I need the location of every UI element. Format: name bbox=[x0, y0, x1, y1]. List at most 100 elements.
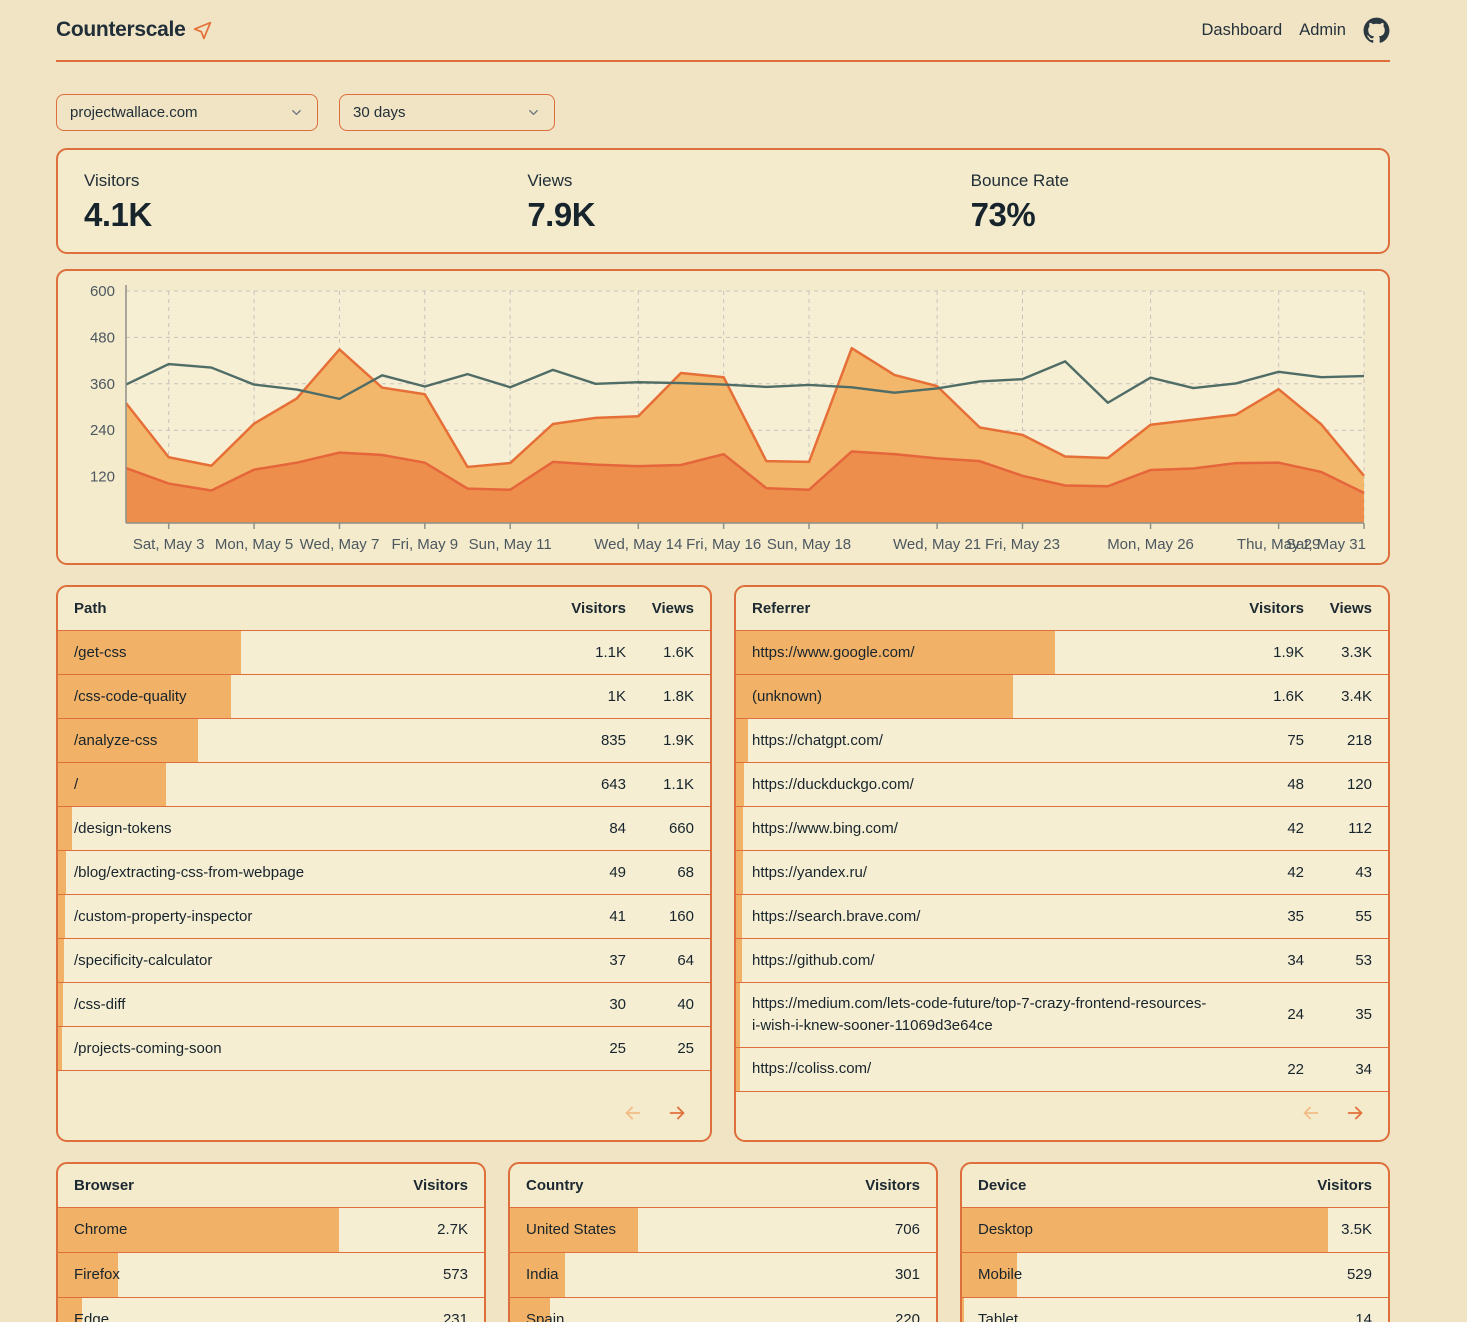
stat-views: Views 7.9K bbox=[501, 171, 944, 234]
visitors-area-stroke bbox=[125, 450, 1365, 494]
cursor-arrow-icon bbox=[192, 20, 213, 41]
nav-admin-link[interactable]: Admin bbox=[1299, 20, 1346, 39]
column-header-visitors: Visitors bbox=[865, 1176, 920, 1194]
row-visitors-value: 301 bbox=[894, 1266, 920, 1283]
row-views-value: 160 bbox=[668, 908, 694, 925]
value-bar bbox=[58, 851, 66, 894]
column-header-referrer: Referrer bbox=[752, 600, 811, 617]
breakdown-tables: Browser Visitors Chrome 2.7K Firefox 573 Edg… bbox=[56, 1161, 1390, 1322]
next-page-button[interactable] bbox=[1342, 1100, 1368, 1126]
row-label: United States bbox=[526, 1220, 617, 1238]
value-bar bbox=[58, 763, 166, 806]
table-row[interactable]: https://www.bing.com/42 112 bbox=[736, 807, 1388, 851]
row-label: Tablet bbox=[978, 1310, 1019, 1322]
y-axis-tick-label: 120 bbox=[90, 469, 115, 486]
stat-bounce-rate: Bounce Rate 73% bbox=[945, 171, 1388, 234]
table-row[interactable]: Desktop 3.5K bbox=[962, 1207, 1388, 1253]
value-bar bbox=[58, 1297, 82, 1322]
table-row[interactable]: /design-tokens 84 660 bbox=[58, 807, 710, 851]
y-axis-tick-label: 600 bbox=[90, 283, 115, 300]
referrer-table-body: https://www.google.com/1.9K 3.3K (unknown)… bbox=[736, 631, 1388, 1092]
value-bar bbox=[736, 807, 743, 850]
x-axis-tick-label: Sun, May 18 bbox=[767, 536, 851, 553]
table-row[interactable]: https://coliss.com/22 34 bbox=[736, 1047, 1388, 1092]
logo-text: Counterscale bbox=[56, 18, 186, 41]
row-views-value: 1.1K bbox=[663, 776, 694, 793]
y-axis-tick-label: 480 bbox=[90, 329, 115, 346]
stat-label: Views bbox=[527, 171, 573, 190]
table-row[interactable]: India 301 bbox=[510, 1252, 936, 1298]
table-row[interactable]: /specificity-calculator 37 64 bbox=[58, 939, 710, 983]
table-row[interactable]: https://medium.com/lets-code-future/top-… bbox=[736, 983, 1388, 1048]
row-visitors-value: 1.6K bbox=[1273, 688, 1304, 705]
value-bar bbox=[736, 983, 740, 1047]
date-range-select[interactable]: 30 days bbox=[339, 94, 555, 131]
row-label: Desktop bbox=[978, 1220, 1034, 1238]
row-label: https://duckduckgo.com/ bbox=[752, 775, 914, 793]
row-views-value: 35 bbox=[1355, 1006, 1372, 1024]
row-visitors-value: 25 bbox=[609, 1040, 626, 1057]
site-select[interactable]: projectwallace.com bbox=[56, 94, 318, 131]
value-bar bbox=[962, 1252, 1018, 1297]
x-axis-tick-label: Mon, May 5 bbox=[215, 536, 293, 553]
row-label: /design-tokens bbox=[74, 819, 172, 837]
value-bar bbox=[510, 1297, 550, 1322]
value-bar bbox=[962, 1207, 1329, 1252]
table-row[interactable]: https://www.google.com/1.9K 3.3K bbox=[736, 631, 1388, 675]
nav-dashboard-link[interactable]: Dashboard bbox=[1201, 20, 1283, 39]
previous-page-button[interactable] bbox=[1298, 1100, 1324, 1126]
table-row[interactable]: /css-code-quality 1K 1.8K bbox=[58, 675, 710, 719]
row-label: (unknown) bbox=[752, 687, 823, 705]
device-table-card: Device Visitors Desktop 3.5K Mobile 529 Tabl… bbox=[960, 1161, 1390, 1322]
table-row[interactable]: https://duckduckgo.com/48 120 bbox=[736, 763, 1388, 807]
table-row[interactable]: /get-css 1.1K 1.6K bbox=[58, 631, 710, 675]
table-row[interactable]: / 643 1.1K bbox=[58, 763, 710, 807]
table-row[interactable]: Chrome 2.7K bbox=[58, 1207, 484, 1253]
table-row[interactable]: https://yandex.ru/42 43 bbox=[736, 851, 1388, 895]
github-link[interactable] bbox=[1363, 17, 1390, 44]
table-row[interactable]: https://github.com/34 53 bbox=[736, 939, 1388, 983]
table-row[interactable]: Tablet 14 bbox=[962, 1297, 1388, 1322]
row-views-value: 3.3K bbox=[1341, 644, 1372, 661]
table-row[interactable]: Spain 220 bbox=[510, 1297, 936, 1322]
next-page-button[interactable] bbox=[664, 1100, 690, 1126]
table-row[interactable]: United States 706 bbox=[510, 1207, 936, 1253]
chart-card: 120 240 360 480 600 Sat, May 3 Mon, May 5 Wed, … bbox=[56, 269, 1390, 565]
table-header: Browser Visitors bbox=[58, 1164, 484, 1208]
row-label: https://github.com/ bbox=[752, 951, 875, 969]
column-header-views: Views bbox=[1329, 600, 1372, 617]
table-row[interactable]: /projects-coming-soon 25 25 bbox=[58, 1027, 710, 1071]
table-row[interactable]: https://chatgpt.com/75 218 bbox=[736, 719, 1388, 763]
table-row[interactable]: https://search.brave.com/35 55 bbox=[736, 895, 1388, 939]
table-row[interactable]: Edge 231 bbox=[58, 1297, 484, 1322]
table-row[interactable]: /analyze-css 835 1.9K bbox=[58, 719, 710, 763]
row-label: Chrome bbox=[74, 1220, 128, 1238]
table-row[interactable]: Firefox 573 bbox=[58, 1252, 484, 1298]
referrer-table-card: Referrer Visitors Views https://www.goog… bbox=[734, 585, 1390, 1142]
table-row[interactable]: Mobile 529 bbox=[962, 1252, 1388, 1298]
row-visitors-value: 3.5K bbox=[1341, 1221, 1372, 1238]
row-visitors-value: 1.9K bbox=[1273, 644, 1304, 661]
row-visitors-value: 1K bbox=[607, 688, 626, 705]
table-row[interactable]: /css-diff 30 40 bbox=[58, 983, 710, 1027]
value-bar bbox=[58, 983, 64, 1026]
row-visitors-value: 35 bbox=[1287, 908, 1304, 925]
row-visitors-value: 573 bbox=[442, 1266, 468, 1283]
row-views-value: 112 bbox=[1348, 820, 1372, 837]
table-row[interactable]: (unknown) 1.6K 3.4K bbox=[736, 675, 1388, 719]
row-label: https://www.bing.com/ bbox=[752, 819, 898, 837]
row-views-value: 1.6K bbox=[663, 644, 694, 661]
value-bar bbox=[736, 895, 742, 938]
table-row[interactable]: /custom-property-inspector 41 160 bbox=[58, 895, 710, 939]
row-visitors-value: 34 bbox=[1287, 952, 1304, 969]
site-select-value: projectwallace.com bbox=[70, 104, 198, 121]
arrow-right-icon bbox=[666, 1102, 688, 1124]
previous-page-button[interactable] bbox=[620, 1100, 646, 1126]
row-label: / bbox=[74, 775, 79, 793]
x-axis-tick-label: Thu, May 29 bbox=[1237, 536, 1320, 553]
header-nav: Dashboard Admin bbox=[1201, 17, 1390, 44]
row-label: https://yandex.ru/ bbox=[752, 863, 868, 881]
table-row[interactable]: /blog/extracting-css-from-webpage 49 68 bbox=[58, 851, 710, 895]
column-header-visitors: Visitors bbox=[571, 600, 626, 617]
table-header: Device Visitors bbox=[962, 1164, 1388, 1208]
